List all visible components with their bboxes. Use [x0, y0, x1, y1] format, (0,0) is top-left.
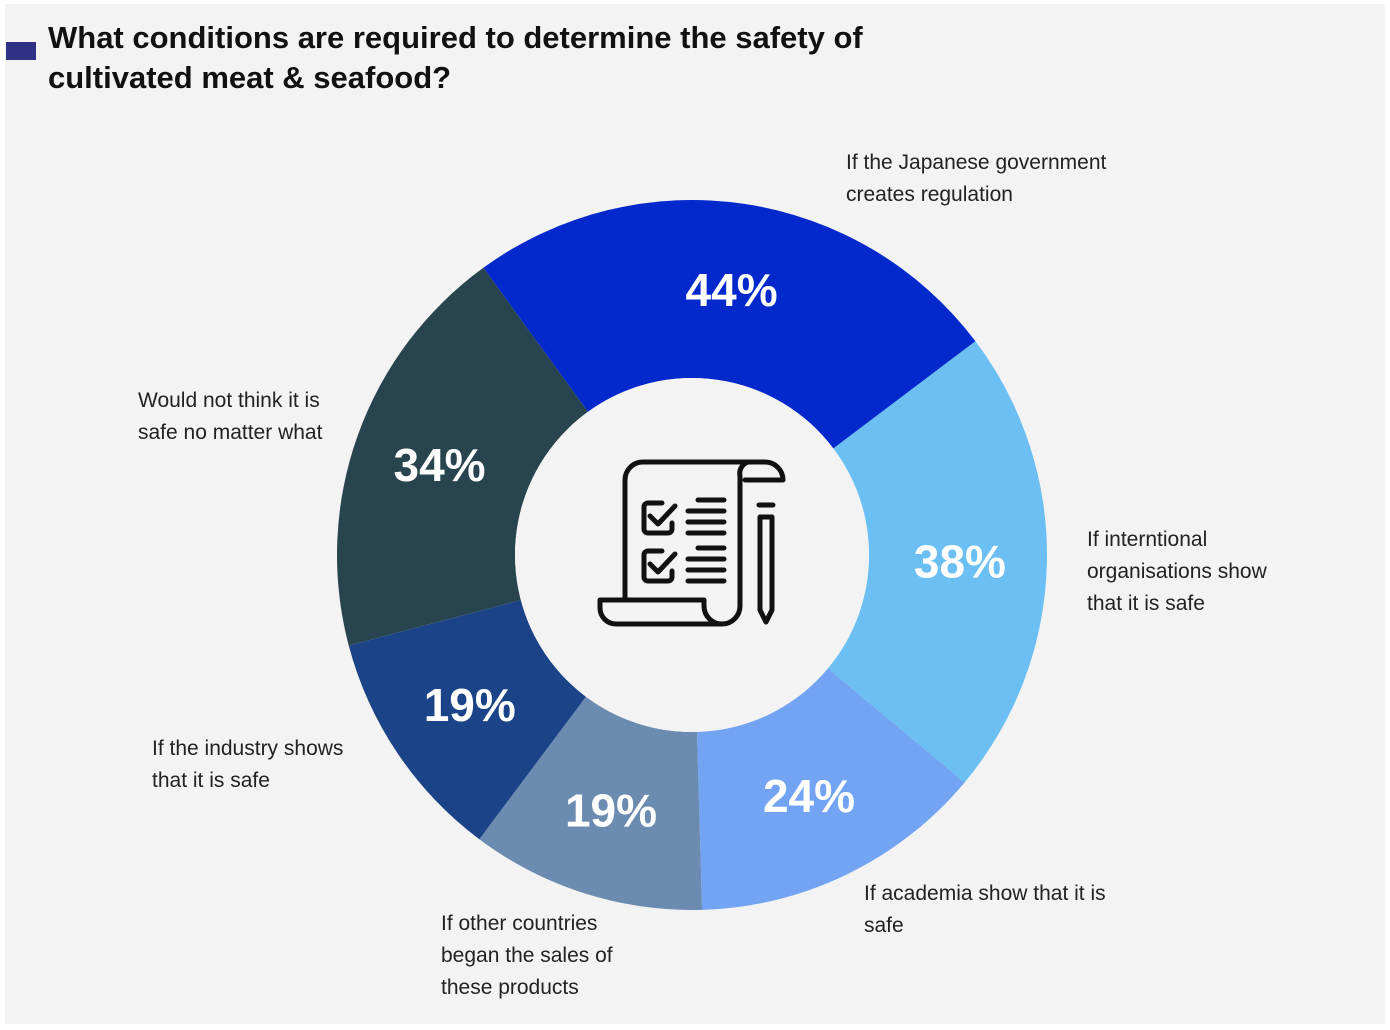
segment-value-label: 34% — [394, 439, 486, 491]
checklist-scroll-pencil-icon — [597, 459, 786, 627]
donut-segment — [337, 267, 588, 646]
donut-segment — [348, 600, 586, 840]
label-other-countries: If other countries began the sales of th… — [441, 912, 613, 999]
segment-value-label: 19% — [565, 784, 657, 836]
label-academia: If academia show that it is safe — [864, 882, 1106, 937]
label-industry: If the industry shows that it is safe — [152, 737, 344, 792]
segment-value-label: 44% — [686, 264, 778, 316]
donut-segment — [479, 696, 703, 910]
donut-segment — [483, 200, 976, 449]
donut-segment — [696, 668, 965, 910]
label-international-organisations: If interntional organisations show that … — [1087, 528, 1267, 615]
donut-segment — [827, 341, 1047, 783]
label-not-safe: Would not think it is safe no matter wha… — [138, 389, 323, 444]
donut-hole — [515, 378, 869, 732]
segment-value-label: 19% — [424, 679, 516, 731]
label-japanese-government: If the Japanese government creates regul… — [846, 151, 1107, 206]
title-marker — [6, 42, 36, 60]
segment-value-label: 24% — [763, 770, 855, 822]
segment-value-label: 38% — [914, 536, 1006, 588]
chart-title: What conditions are required to determin… — [48, 20, 863, 95]
